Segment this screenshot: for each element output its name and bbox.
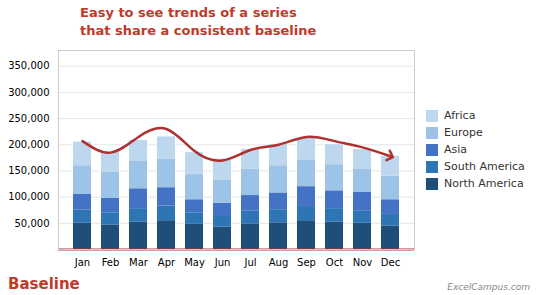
svg-text:Jun: Jun bbox=[214, 257, 231, 268]
svg-text:Dec: Dec bbox=[381, 257, 400, 268]
svg-text:Jan: Jan bbox=[74, 257, 90, 268]
html-text:Europe: Europe bbox=[444, 126, 483, 139]
svg-text:250,000: 250,000 bbox=[8, 113, 49, 124]
svg-text:Oct: Oct bbox=[326, 257, 343, 268]
svg-text:Apr: Apr bbox=[158, 257, 176, 268]
svg-text:350,000: 350,000 bbox=[8, 60, 49, 71]
html-text:North America: North America bbox=[444, 177, 524, 190]
html-text:Baseline: Baseline bbox=[8, 275, 80, 293]
html-text:ExcelCampus.com: ExcelCampus.com bbox=[447, 282, 530, 292]
svg-text:150,000: 150,000 bbox=[8, 165, 49, 176]
html-text:Asia: Asia bbox=[444, 143, 468, 156]
svg-text:Jul: Jul bbox=[243, 257, 256, 268]
svg-text:Sep: Sep bbox=[297, 257, 316, 268]
svg-text:Feb: Feb bbox=[102, 257, 120, 268]
svg-text:Nov: Nov bbox=[353, 257, 373, 268]
html-text:Easy to see trends of a series: Easy to see trends of a series that shar… bbox=[80, 5, 317, 38]
svg-text:100,000: 100,000 bbox=[8, 191, 49, 202]
svg-text:300,000: 300,000 bbox=[8, 87, 49, 98]
html-text:South America: South America bbox=[444, 160, 525, 173]
svg-text:200,000: 200,000 bbox=[8, 139, 49, 150]
svg-text:50,000: 50,000 bbox=[15, 218, 50, 229]
svg-text:May: May bbox=[184, 257, 205, 268]
svg-text:Aug: Aug bbox=[269, 257, 289, 268]
html-text:Africa: Africa bbox=[444, 109, 476, 122]
svg-text:Mar: Mar bbox=[129, 257, 149, 268]
